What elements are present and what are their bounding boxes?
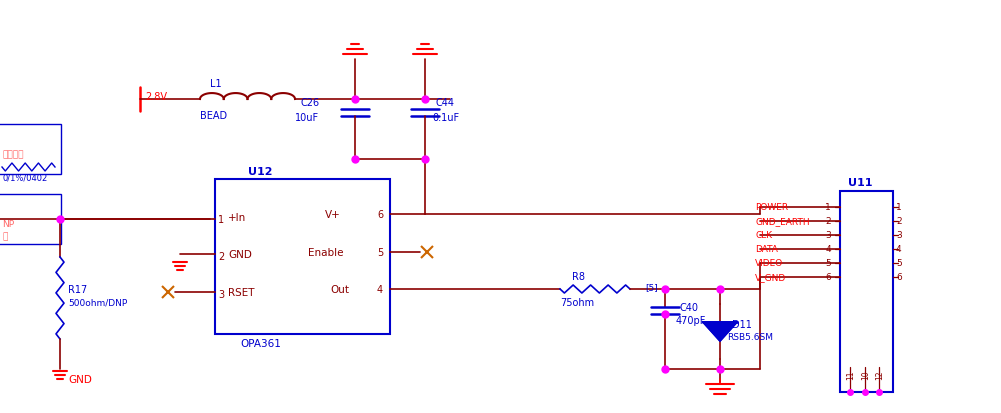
Text: C44: C44	[435, 98, 454, 108]
Text: Out: Out	[330, 284, 349, 294]
Text: 500ohm/DNP: 500ohm/DNP	[68, 298, 127, 307]
Text: R17: R17	[68, 284, 87, 294]
Text: U12: U12	[248, 166, 272, 177]
Text: 470pF: 470pF	[676, 315, 707, 325]
Text: 电容位置: 电容位置	[2, 150, 23, 159]
Text: 10uF: 10uF	[295, 113, 319, 123]
Text: NP: NP	[2, 220, 14, 229]
Text: 2: 2	[826, 217, 831, 226]
Text: DATA: DATA	[755, 245, 778, 254]
Text: D11: D11	[732, 319, 752, 329]
Text: 0/1%/0402: 0/1%/0402	[2, 173, 47, 182]
Text: 2: 2	[218, 252, 224, 261]
Text: 6: 6	[896, 273, 902, 282]
Text: R8: R8	[572, 271, 585, 281]
Text: 4: 4	[896, 245, 902, 254]
Text: 1: 1	[896, 203, 902, 212]
Text: 3: 3	[218, 289, 224, 299]
Text: 6: 6	[825, 273, 831, 282]
Text: RSET: RSET	[228, 287, 254, 297]
Text: 5: 5	[896, 259, 902, 268]
Text: Enable: Enable	[308, 247, 343, 257]
Text: 4: 4	[826, 245, 831, 254]
Text: 1: 1	[218, 214, 224, 224]
Text: V+: V+	[325, 209, 340, 219]
Text: 11: 11	[846, 369, 855, 379]
Text: 5: 5	[377, 247, 383, 257]
FancyBboxPatch shape	[840, 192, 893, 392]
Text: POWER: POWER	[755, 203, 788, 212]
Text: U11: U11	[848, 178, 873, 188]
Text: OPA361: OPA361	[240, 338, 281, 348]
Text: 75ohm: 75ohm	[560, 297, 595, 307]
Text: CLK: CLK	[755, 231, 772, 240]
Text: [5]: [5]	[645, 283, 658, 292]
Text: GND: GND	[68, 374, 92, 384]
Text: 1: 1	[825, 203, 831, 212]
Text: RSB5.6SM: RSB5.6SM	[727, 333, 773, 342]
Text: 2.8V: 2.8V	[145, 92, 167, 102]
Text: V_GND: V_GND	[755, 273, 786, 282]
FancyBboxPatch shape	[215, 180, 390, 334]
Text: 6: 6	[377, 209, 383, 219]
Text: 5: 5	[825, 259, 831, 268]
FancyBboxPatch shape	[0, 195, 61, 244]
Text: GND: GND	[228, 249, 252, 259]
Text: 4: 4	[377, 284, 383, 294]
Text: BEAD: BEAD	[200, 111, 227, 121]
Text: L1: L1	[210, 79, 221, 89]
Text: 10: 10	[861, 369, 870, 379]
Text: C40: C40	[680, 302, 699, 312]
Text: GND_EARTH: GND_EARTH	[755, 217, 810, 226]
Text: 12: 12	[875, 369, 884, 379]
Polygon shape	[703, 322, 738, 341]
Text: 置: 置	[2, 232, 7, 241]
Text: 3: 3	[896, 231, 902, 240]
Text: 2: 2	[896, 217, 902, 226]
Text: +In: +In	[228, 212, 246, 223]
FancyBboxPatch shape	[0, 125, 61, 175]
Text: 3: 3	[825, 231, 831, 240]
Text: C26: C26	[300, 98, 319, 108]
Text: 0.1uF: 0.1uF	[432, 113, 459, 123]
Text: VIDEO: VIDEO	[755, 259, 783, 268]
